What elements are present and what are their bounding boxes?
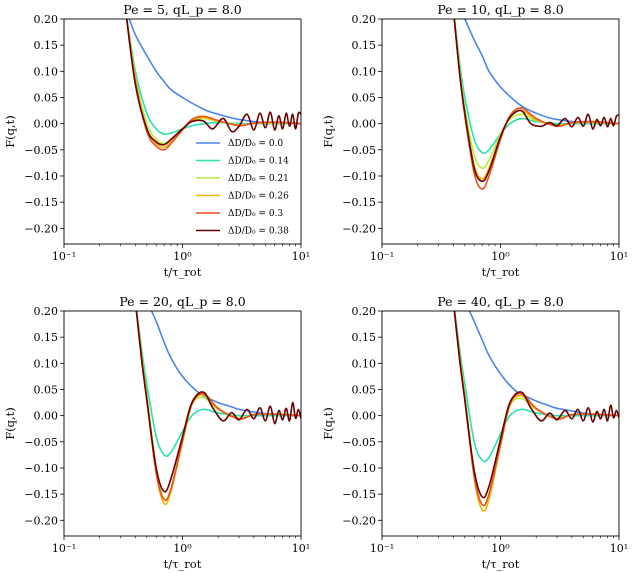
series-line-6 [125, 19, 301, 146]
y-tick-label: −0.05 [24, 144, 58, 157]
y-tick-label: 0.15 [352, 39, 377, 52]
legend-label: ΔD/D₀ = 0.26 [228, 192, 289, 202]
y-tick-label: 0.10 [34, 65, 59, 78]
series-group [453, 19, 619, 190]
y-tick-label: −0.10 [24, 170, 58, 183]
series-group [125, 19, 301, 151]
series-group [453, 311, 619, 512]
series-line-2 [126, 19, 301, 136]
series-line-4 [453, 19, 619, 180]
y-tick-label: −0.15 [24, 196, 58, 209]
y-tick-label: 0.15 [352, 331, 377, 344]
x-tick-label: 10⁻¹ [370, 250, 394, 263]
series-line-3 [453, 19, 619, 170]
y-axis-label: F(q,t) [3, 407, 17, 440]
y-tick-label: 0.20 [352, 13, 377, 26]
x-tick-label: 10⁰ [491, 250, 510, 263]
series-line-4 [126, 19, 301, 149]
series-line-6 [135, 311, 301, 493]
y-tick-label: −0.15 [342, 196, 376, 209]
y-axis-label: F(q,t) [321, 407, 335, 440]
x-axis-label: t/τ_rot [482, 265, 520, 279]
y-tick-label: 0.20 [34, 13, 59, 26]
y-tick-label: 0.00 [34, 118, 59, 131]
legend-label: ΔD/D₀ = 0.0 [228, 139, 283, 149]
series-group [135, 311, 301, 506]
y-tick-label: −0.20 [24, 514, 58, 527]
x-tick-label: 10⁰ [173, 250, 192, 263]
x-tick-label: 10⁻¹ [370, 542, 394, 555]
series-line-6 [453, 311, 619, 499]
y-tick-label: 0.20 [352, 305, 377, 318]
y-tick-label: 0.05 [34, 91, 59, 104]
legend-label: ΔD/D₀ = 0.38 [228, 227, 289, 237]
y-tick-label: 0.15 [34, 331, 59, 344]
chart-title: Pe = 5, qL_p = 8.0 [123, 2, 241, 17]
x-tick-label: 10⁻¹ [52, 250, 76, 263]
y-tick-label: 0.15 [34, 39, 59, 52]
series-line-6 [453, 19, 619, 183]
y-tick-label: 0.00 [352, 410, 377, 423]
y-tick-label: −0.20 [342, 514, 376, 527]
x-tick-label: 10¹ [292, 250, 310, 263]
y-tick-label: −0.20 [24, 222, 58, 235]
x-tick-label: 10⁰ [491, 542, 510, 555]
y-tick-label: 0.10 [352, 357, 377, 370]
chart-panel-3: 0.20 0.15 0.10 0.05 0.00 −0.05 −0.10 −0.15 −0.20… [3, 294, 310, 571]
x-tick-label: 10¹ [610, 250, 628, 263]
legend: ΔD/D₀ = 0.0 ΔD/D₀ = 0.14 ΔD/D₀ = 0.21 ΔD/D₀… [196, 139, 289, 237]
y-tick-label: −0.10 [342, 170, 376, 183]
chart-title: Pe = 10, qL_p = 8.0 [437, 2, 563, 17]
y-tick-label: −0.05 [24, 436, 58, 449]
x-axis-label: t/τ_rot [164, 557, 202, 571]
legend-label: ΔD/D₀ = 0.14 [228, 157, 289, 167]
series-line-1 [128, 19, 301, 125]
y-tick-label: 0.05 [34, 383, 59, 396]
chart-panel-4: 0.20 0.15 0.10 0.05 0.00 −0.05 −0.10 −0.15 −0.20… [321, 294, 628, 571]
x-tick-label: 10⁻¹ [52, 542, 76, 555]
y-tick-label: −0.10 [342, 462, 376, 475]
y-tick-label: −0.05 [342, 144, 376, 157]
y-tick-label: 0.05 [352, 383, 377, 396]
chart-panel-1: 0.20 0.15 0.10 0.05 0.00 −0.05 −0.10 −0.15 −0.20… [3, 2, 310, 279]
series-line-2 [453, 311, 619, 463]
series-line-5 [453, 19, 619, 190]
y-axis-label: F(q,t) [321, 115, 335, 148]
series-line-2 [453, 19, 619, 154]
y-tick-label: 0.05 [352, 91, 377, 104]
series-line-1 [463, 19, 619, 125]
y-axis-label: F(q,t) [3, 115, 17, 148]
y-tick-label: −0.05 [342, 436, 376, 449]
y-tick-label: −0.15 [342, 488, 376, 501]
y-tick-label: 0.00 [34, 410, 59, 423]
y-tick-label: 0.10 [352, 65, 377, 78]
chart-title: Pe = 20, qL_p = 8.0 [119, 294, 245, 309]
series-line-1 [150, 311, 301, 417]
x-tick-label: 10¹ [610, 542, 628, 555]
y-tick-label: −0.15 [24, 488, 58, 501]
x-axis-label: t/τ_rot [164, 265, 202, 279]
y-tick-label: 0.00 [352, 118, 377, 131]
y-tick-label: 0.20 [34, 305, 59, 318]
x-axis-label: t/τ_rot [482, 557, 520, 571]
plot-frame [381, 310, 620, 537]
legend-label: ΔD/D₀ = 0.3 [228, 209, 283, 219]
y-tick-label: −0.20 [342, 222, 376, 235]
y-tick-label: 0.10 [34, 357, 59, 370]
chart-title: Pe = 40, qL_p = 8.0 [437, 294, 563, 309]
series-line-2 [135, 311, 301, 458]
y-tick-label: −0.10 [24, 462, 58, 475]
series-line-1 [468, 311, 619, 417]
x-tick-label: 10⁰ [173, 542, 192, 555]
plot-frame [381, 18, 620, 245]
legend-label: ΔD/D₀ = 0.21 [228, 174, 289, 184]
chart-panel-2: 0.20 0.15 0.10 0.05 0.00 −0.05 −0.10 −0.15 −0.20… [321, 2, 628, 279]
x-tick-label: 10¹ [292, 542, 310, 555]
plot-frame [63, 310, 302, 537]
